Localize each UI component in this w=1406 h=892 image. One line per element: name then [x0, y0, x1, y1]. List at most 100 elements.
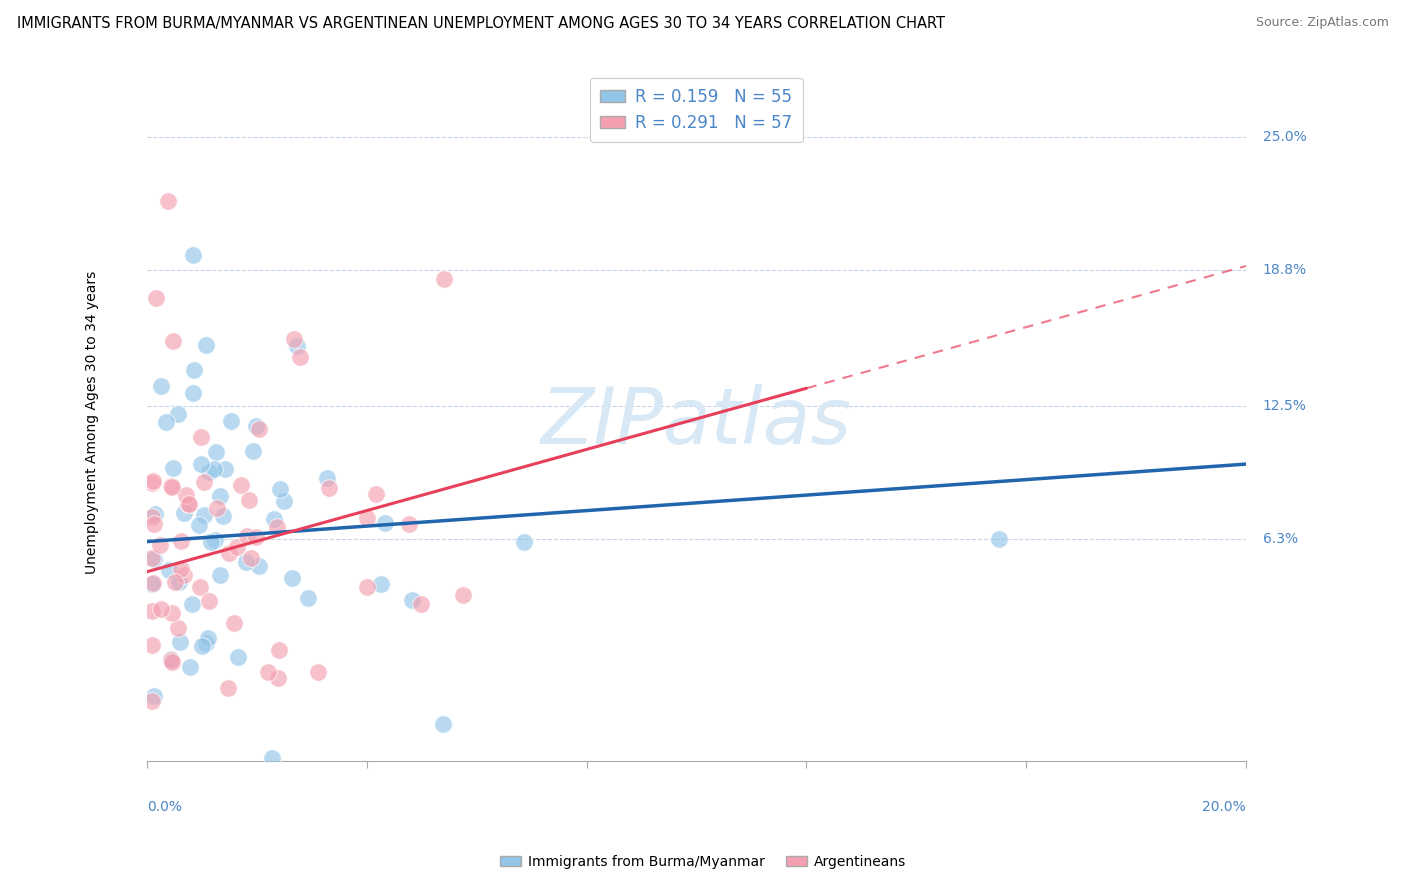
Point	[167, 620, 190, 634]
Point	[150, 602, 173, 616]
Point	[193, 508, 215, 522]
Point	[188, 518, 211, 533]
Point	[195, 636, 218, 650]
Point	[190, 457, 212, 471]
Text: IMMIGRANTS FROM BURMA/MYANMAR VS ARGENTINEAN UNEMPLOYMENT AMONG AGES 30 TO 34 YE: IMMIGRANTS FROM BURMA/MYANMAR VS ARGENTI…	[17, 16, 945, 31]
Point	[236, 529, 259, 543]
Point	[169, 635, 191, 649]
Point	[195, 338, 218, 352]
Point	[159, 652, 181, 666]
Point	[280, 571, 302, 585]
Point	[218, 546, 240, 560]
Point	[229, 478, 252, 492]
Point	[247, 422, 270, 436]
Point	[240, 551, 263, 566]
Point	[162, 334, 184, 349]
Point	[263, 512, 285, 526]
Point	[208, 568, 231, 582]
Text: Unemployment Among Ages 30 to 34 years: Unemployment Among Ages 30 to 34 years	[84, 270, 98, 574]
Point	[214, 462, 236, 476]
Point	[190, 430, 212, 444]
Point	[159, 479, 181, 493]
Point	[183, 363, 205, 377]
Text: 25.0%: 25.0%	[1263, 129, 1306, 144]
Point	[217, 681, 239, 695]
Point	[307, 665, 329, 679]
Point	[267, 672, 290, 686]
Point	[169, 533, 191, 548]
Point	[205, 500, 228, 515]
Point	[273, 493, 295, 508]
Point	[987, 533, 1010, 547]
Point	[262, 751, 284, 765]
Point	[160, 653, 183, 667]
Point	[173, 568, 195, 582]
Point	[212, 509, 235, 524]
Point	[167, 575, 190, 590]
Point	[159, 563, 181, 577]
Point	[198, 594, 221, 608]
Point	[315, 471, 337, 485]
Point	[297, 591, 319, 605]
Point	[247, 558, 270, 573]
Point	[288, 350, 311, 364]
Point	[197, 631, 219, 645]
Point	[226, 649, 249, 664]
Point	[373, 772, 395, 787]
Point	[160, 606, 183, 620]
Point	[398, 517, 420, 532]
Point	[142, 576, 165, 591]
Text: 6.3%: 6.3%	[1263, 533, 1298, 547]
Point	[142, 517, 165, 532]
Point	[245, 530, 267, 544]
Point	[256, 665, 278, 679]
Point	[283, 332, 305, 346]
Point	[157, 194, 180, 209]
Point	[142, 552, 165, 566]
Point	[162, 460, 184, 475]
Point	[142, 474, 165, 488]
Point	[149, 378, 172, 392]
Text: 20.0%: 20.0%	[1202, 800, 1246, 814]
Point	[266, 519, 288, 533]
Point	[356, 511, 378, 525]
Text: Source: ZipAtlas.com: Source: ZipAtlas.com	[1256, 16, 1389, 29]
Point	[409, 597, 432, 611]
Point	[141, 509, 163, 524]
Point	[141, 476, 163, 491]
Text: 18.8%: 18.8%	[1263, 263, 1306, 277]
Point	[200, 535, 222, 549]
Point	[188, 580, 211, 594]
Point	[204, 533, 226, 547]
Point	[451, 588, 474, 602]
Point	[166, 407, 188, 421]
Point	[219, 414, 242, 428]
Point	[141, 550, 163, 565]
Point	[198, 465, 221, 479]
Point	[226, 540, 249, 554]
Point	[145, 291, 167, 305]
Point	[181, 385, 204, 400]
Point	[170, 562, 193, 576]
Point	[174, 488, 197, 502]
Point	[141, 604, 163, 618]
Point	[180, 597, 202, 611]
Point	[242, 443, 264, 458]
Point	[141, 639, 163, 653]
Point	[269, 482, 291, 496]
Point	[141, 693, 163, 707]
Point	[179, 659, 201, 673]
Text: 12.5%: 12.5%	[1263, 399, 1306, 413]
Point	[177, 496, 200, 510]
Point	[162, 480, 184, 494]
Point	[155, 415, 177, 429]
Point	[513, 535, 536, 549]
Point	[235, 555, 257, 569]
Point	[432, 272, 454, 286]
Point	[143, 507, 166, 521]
Legend: R = 0.159   N = 55, R = 0.291   N = 57: R = 0.159 N = 55, R = 0.291 N = 57	[591, 78, 803, 142]
Point	[267, 642, 290, 657]
Point	[143, 689, 166, 703]
Text: ZIPatlas: ZIPatlas	[541, 384, 852, 460]
Point	[370, 576, 392, 591]
